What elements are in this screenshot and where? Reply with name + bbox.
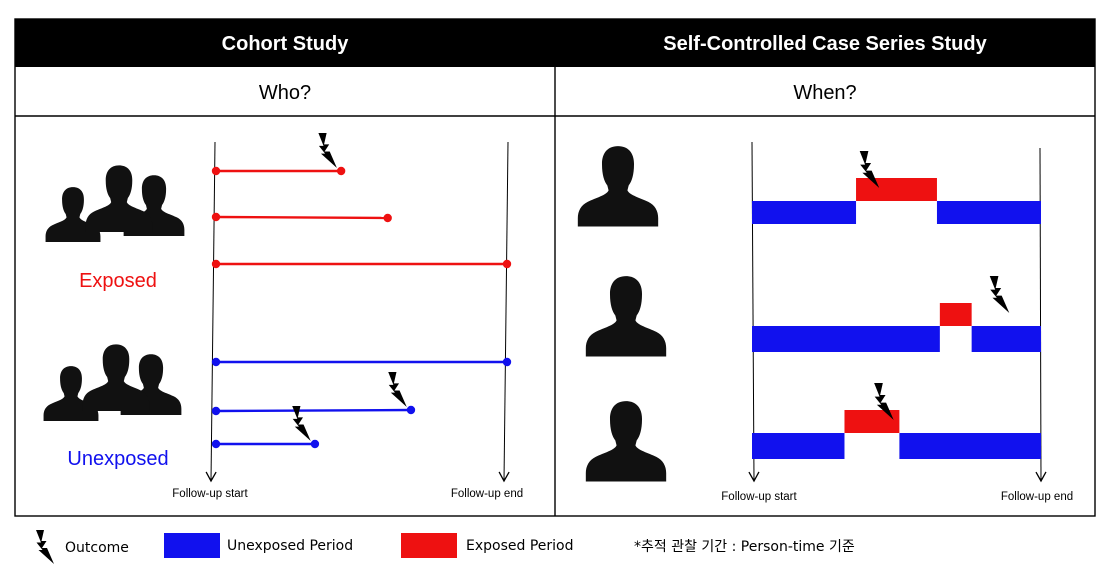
cohort-question: Who? [259,82,311,104]
follow-up-start-dot [211,212,221,222]
unexposed-period-bar [936,201,1041,224]
follow-up-end-dot [502,259,512,269]
outcome-legend-icon [36,530,54,564]
unexposed-period-bar [899,433,1041,459]
table-frame [14,18,1096,517]
outcome-bolt-icon [989,276,1010,313]
legend-exposed-swatch [401,533,457,558]
legend-note: *추적 관찰 기간 : Person-time 기준 [634,539,855,555]
legend: Outcome Unexposed Period Exposed Period … [36,530,855,564]
sccs-end-axis [1035,147,1047,483]
follow-up-end-dot [502,357,512,367]
follow-up-start-dot [211,439,221,449]
exposed-group-icon [45,165,185,242]
cohort-end-axis [498,141,510,483]
follow-up-start-dot [211,406,221,416]
outcome-bolt-icon [388,372,407,407]
follow-up-start-dot [211,357,221,367]
exposed-follow-up-line [215,215,388,220]
unexposed-label: Unexposed [67,448,168,470]
exposed-label: Exposed [79,270,157,292]
person-icon [577,146,659,227]
cohort-follow-up-lines [211,133,512,449]
exposed-period-bar [856,178,937,201]
unexposed-period-bar [752,433,845,459]
sccs-title: Self-Controlled Case Series Study [663,33,987,55]
follow-up-end-dot [310,439,320,449]
unexposed-follow-up-line [215,408,411,413]
sccs-timelines [752,151,1041,459]
person-icon [585,401,667,482]
follow-up-start-dot [211,259,221,269]
cohort-start-axis [205,141,217,483]
unexposed-period-bar [752,201,857,224]
exposed-period-bar [939,303,972,326]
sccs-axis-start-label: Follow-up start [721,491,797,503]
follow-up-end-dot [406,405,416,415]
cohort-axis-start-label: Follow-up start [172,488,248,500]
legend-unexposed-swatch [164,533,220,558]
outcome-bolt-icon [318,133,337,168]
legend-exposed-label: Exposed Period [466,538,573,554]
exposed-period-bar [844,410,900,433]
sccs-axis-end-label: Follow-up end [1001,491,1073,503]
sccs-question: When? [793,82,856,104]
legend-outcome-label: Outcome [65,540,129,556]
follow-up-end-dot [383,213,392,223]
header-bar [15,19,1095,67]
follow-up-start-dot [211,166,221,176]
unexposed-period-bar [971,326,1041,352]
person-icon [585,276,667,357]
cohort-title: Cohort Study [222,33,350,55]
legend-unexposed-label: Unexposed Period [227,538,353,554]
unexposed-group-icon [43,344,182,421]
cohort-axis-end-label: Follow-up end [451,488,523,500]
follow-up-end-dot [336,166,346,176]
sccs-start-axis [748,141,760,483]
unexposed-period-bar [752,326,940,352]
